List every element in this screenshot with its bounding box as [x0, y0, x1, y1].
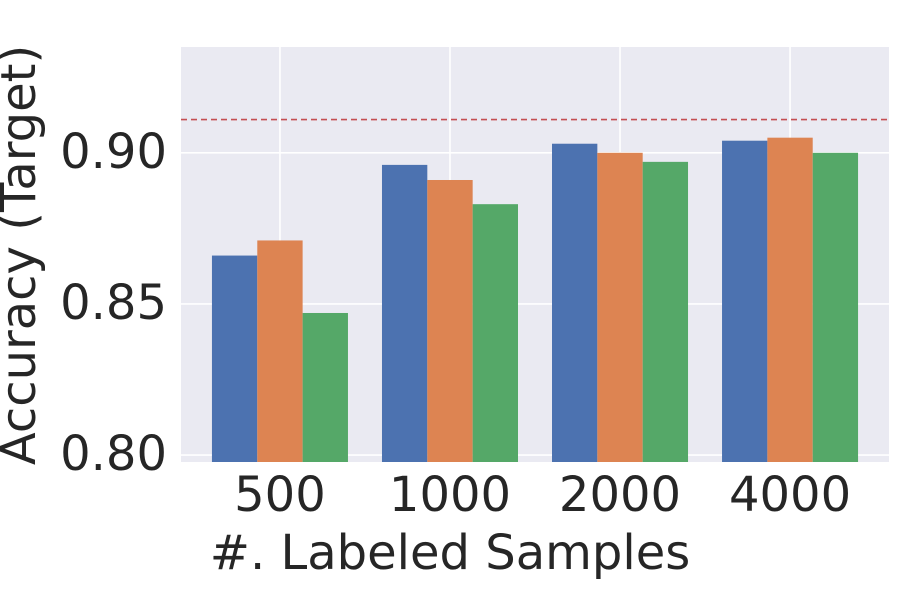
bar	[211, 255, 258, 462]
bar	[472, 204, 518, 462]
x-tick-label: 500	[234, 467, 326, 523]
x-tick-label: 1000	[389, 467, 511, 523]
y-tick-label: 0.85	[60, 275, 167, 331]
bar	[722, 140, 768, 462]
x-tick-label: 2000	[559, 467, 681, 523]
y-tick-label: 0.90	[60, 124, 167, 180]
bar	[642, 161, 689, 462]
bar	[257, 240, 303, 462]
x-tick-label: 4000	[729, 467, 851, 523]
y-tick-label: 0.80	[60, 426, 167, 482]
bar	[427, 179, 473, 462]
bar	[597, 152, 643, 463]
bar	[812, 152, 859, 463]
bar	[302, 312, 348, 462]
y-axis-label: Accuracy (Target)	[0, 45, 47, 465]
bar	[552, 143, 598, 462]
x-axis-label: #. Labeled Samples	[210, 525, 690, 581]
bar	[381, 164, 428, 462]
bar	[767, 137, 813, 462]
